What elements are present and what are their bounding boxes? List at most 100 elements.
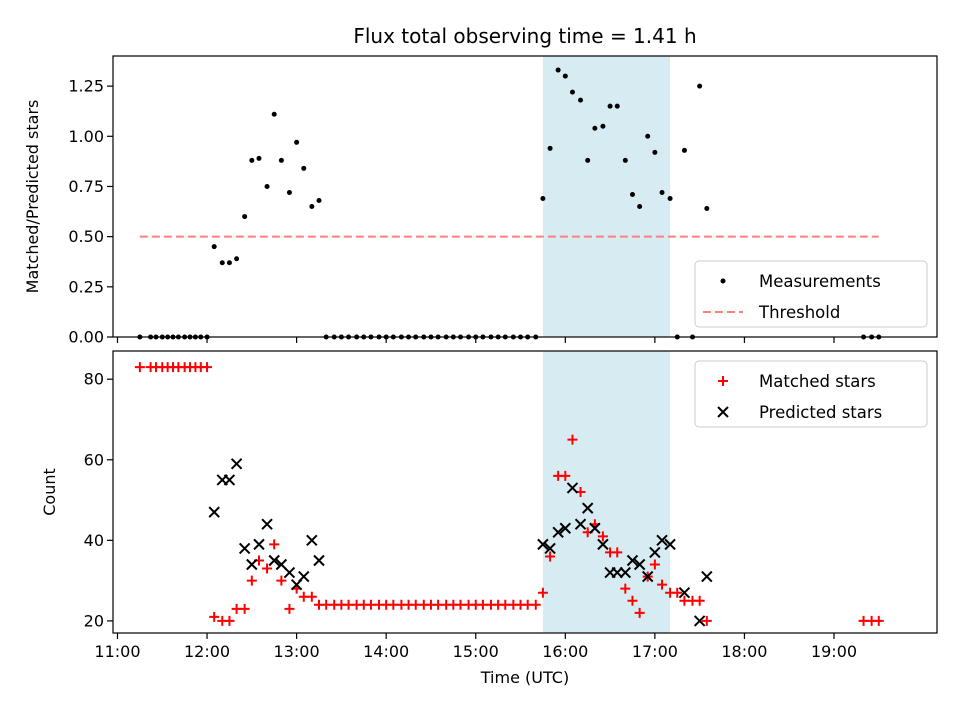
point-matched-stars-72 (657, 579, 668, 590)
point-measurements-59 (562, 73, 568, 79)
point-measurements-19 (264, 183, 270, 189)
point-measurements-73 (667, 196, 673, 202)
x-tick-label: 17:00 (632, 642, 678, 661)
point-measurements-17 (249, 157, 255, 163)
point-matched-stars-14 (224, 615, 235, 626)
point-predicted-stars-27 (626, 554, 639, 567)
y-tick-label: 80 (84, 370, 104, 389)
point-predicted-stars-32 (664, 538, 676, 551)
point-matched-stars-74 (672, 587, 683, 598)
legend-box (694, 260, 928, 328)
chart-title: Flux total observing time = 1.41 h (353, 24, 696, 48)
legend-marker (720, 278, 726, 284)
series-predicted-stars (208, 458, 713, 627)
point-matched-stars-21 (276, 575, 287, 586)
point-matched-stars-71 (649, 559, 660, 570)
star-count-panel: 20 40 60 80 11:00 12:00 13:00 14:00 15:00 16:00 17… (40, 350, 938, 687)
point-matched-stars-69 (634, 607, 645, 618)
point-matched-stars-66 (612, 547, 623, 558)
legend-entry-threshold: Threshold (758, 303, 840, 322)
series-matched-stars (134, 362, 884, 626)
legend-marker (718, 376, 728, 386)
point-predicted-stars-6 (253, 538, 265, 551)
point-predicted-stars-23 (597, 538, 609, 551)
point-matched-stars-59 (560, 470, 571, 481)
point-matched-stars-20 (269, 539, 280, 550)
point-predicted-stars-34 (693, 615, 706, 627)
x-tick-label: 14:00 (363, 642, 409, 661)
legend-entry-measurements: Measurements (759, 272, 881, 291)
point-predicted-stars-19 (566, 482, 579, 494)
x-tick-label: 19:00 (811, 642, 857, 661)
point-measurements-69 (637, 204, 643, 210)
point-predicted-stars-14 (313, 554, 325, 567)
y-tick-label: 60 (84, 450, 104, 469)
point-matched-stars-81 (873, 615, 884, 626)
point-predicted-stars-0 (208, 506, 220, 518)
point-predicted-stars-26 (619, 566, 632, 579)
point-matched-stars-19 (262, 563, 273, 574)
point-predicted-stars-7 (261, 518, 273, 530)
point-measurements-57 (547, 145, 553, 151)
point-matched-stars-0 (134, 362, 145, 373)
point-measurements-21 (278, 157, 284, 163)
x-tick-label: 11:00 (94, 642, 140, 661)
point-matched-stars-68 (627, 595, 638, 606)
point-measurements-60 (569, 89, 575, 95)
point-measurements-64 (600, 123, 606, 129)
point-predicted-stars-35 (701, 570, 713, 583)
point-matched-stars-16 (239, 603, 250, 614)
point-measurements-25 (309, 204, 315, 210)
point-measurements-61 (578, 97, 584, 103)
point-measurements-24 (301, 165, 307, 171)
point-measurements-13 (219, 260, 225, 266)
axes-frame (112, 350, 938, 634)
point-measurements-15 (234, 256, 240, 262)
point-matched-stars-12 (209, 611, 220, 622)
point-predicted-stars-5 (246, 558, 258, 571)
point-measurements-68 (629, 191, 635, 197)
point-measurements-70 (645, 133, 651, 139)
point-measurements-18 (256, 155, 262, 161)
point-measurements-12 (211, 244, 217, 250)
point-measurements-26 (316, 198, 322, 204)
legend-entry-matched-stars: Matched stars (759, 372, 876, 391)
point-matched-stars-17 (246, 575, 257, 586)
y-tick-label: 0.50 (68, 227, 104, 246)
point-measurements-63 (592, 125, 598, 131)
point-predicted-stars-22 (589, 522, 601, 534)
x-tick-label: 13:00 (274, 642, 320, 661)
point-measurements-58 (555, 67, 561, 73)
x-tick-label: 16:00 (542, 642, 588, 661)
highlight-span (542, 351, 671, 633)
point-predicted-stars-21 (581, 502, 594, 514)
point-measurements-62 (585, 157, 591, 163)
point-measurements-71 (652, 149, 658, 155)
point-predicted-stars-18 (559, 522, 572, 534)
point-predicted-stars-33 (678, 587, 691, 599)
point-predicted-stars-12 (298, 570, 310, 583)
legend-box (694, 360, 928, 428)
point-predicted-stars-17 (552, 526, 564, 538)
legend-entry-predicted-stars: Predicted stars (759, 403, 882, 422)
point-measurements-72 (659, 189, 665, 195)
point-measurements-67 (622, 157, 628, 163)
point-matched-stars-64 (597, 531, 608, 542)
point-predicted-stars-3 (230, 458, 243, 470)
point-matched-stars-11 (202, 362, 213, 373)
point-matched-stars-77 (694, 595, 705, 606)
legend: Measurements Threshold (694, 260, 928, 328)
point-predicted-stars-30 (649, 546, 661, 559)
point-predicted-stars-31 (656, 534, 668, 547)
point-predicted-stars-29 (641, 570, 654, 583)
point-measurements-20 (271, 111, 277, 117)
point-matched-stars-55 (530, 599, 541, 610)
point-predicted-stars-2 (223, 474, 236, 486)
x-tick-label: 12:00 (184, 642, 230, 661)
point-matched-stars-78 (701, 615, 712, 626)
y-tick-label: 0.75 (68, 177, 104, 196)
y-axis-label: Matched/Predicted stars (23, 100, 42, 294)
point-measurements-65 (607, 103, 613, 109)
x-axis-label: Time (UTC) (480, 668, 569, 687)
